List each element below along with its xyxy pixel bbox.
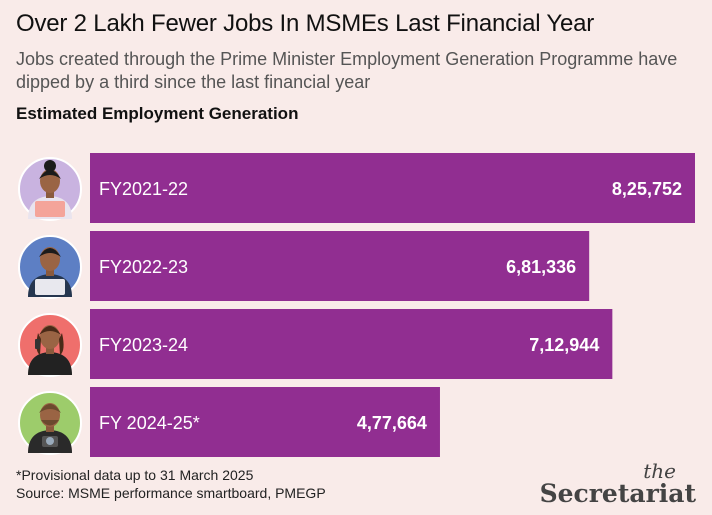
footnote: *Provisional data up to 31 March 2025: [16, 467, 254, 483]
chart-title: Over 2 Lakh Fewer Jobs In MSMEs Last Fin…: [16, 10, 595, 37]
bar-value-label: 6,81,336: [506, 257, 576, 277]
brand-logo: the Secretariat: [539, 459, 696, 508]
man-laptop-avatar-icon: [18, 235, 82, 299]
bar-group: FY 2024-25* 4,77,664: [90, 387, 440, 457]
bar: [90, 231, 590, 301]
bar-category-label: FY2021-22: [99, 179, 188, 199]
bar: [90, 153, 695, 223]
bar-category-label: FY2023-24: [99, 335, 188, 355]
bar-category-label: FY 2024-25*: [99, 413, 200, 433]
woman-laptop-avatar-icon: [18, 157, 82, 221]
source-note: Source: MSME performance smartboard, PME…: [16, 485, 326, 501]
woman-phone-avatar-icon: [18, 313, 82, 377]
brand-logo-the: the: [643, 459, 676, 483]
bar-category-label: FY2022-23: [99, 257, 188, 277]
bar-value-label: 4,77,664: [357, 413, 427, 433]
bar-group: FY2022-23 6,81,336: [90, 231, 590, 301]
bar-group: FY2023-24 7,12,944: [90, 309, 613, 379]
bar: [90, 387, 440, 457]
bar-value-label: 7,12,944: [529, 335, 599, 355]
man-camera-avatar-icon: [18, 391, 82, 455]
bar-value-label: 8,25,752: [612, 179, 682, 199]
chart-subtitle: Jobs created through the Prime Minister …: [16, 49, 678, 92]
bar: [90, 309, 613, 379]
bar-group: FY2021-22 8,25,752: [90, 153, 695, 223]
brand-logo-name: Secretariat: [539, 479, 696, 508]
chart-section-label: Estimated Employment Generation: [16, 104, 299, 123]
